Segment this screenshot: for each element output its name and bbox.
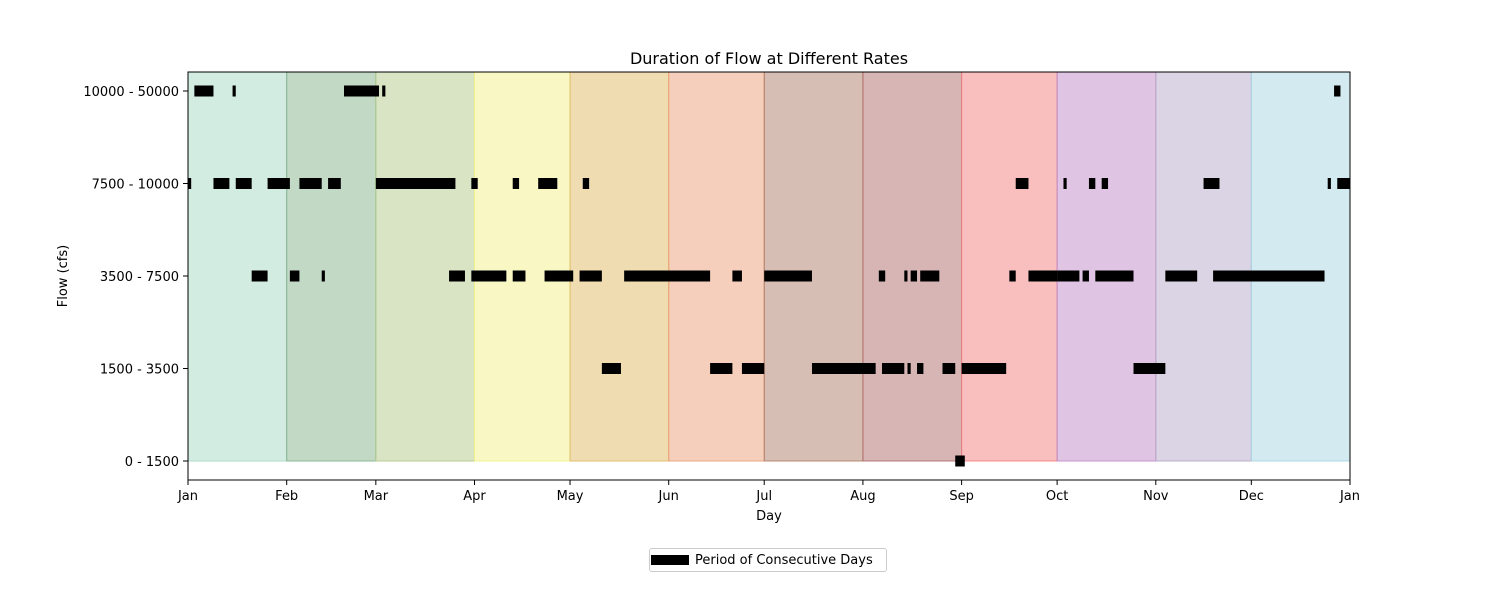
- month-band-11: [1155, 71, 1252, 462]
- month-band-8: [862, 71, 963, 462]
- period-bar: [961, 363, 1007, 374]
- period-bar: [512, 178, 520, 189]
- x-tick-label: Jun: [658, 489, 679, 504]
- period-bar: [1082, 270, 1089, 282]
- period-bar: [1057, 270, 1080, 282]
- period-bar: [904, 270, 908, 282]
- legend-swatch: [651, 555, 689, 565]
- period-bar: [624, 270, 711, 282]
- period-bar: [1334, 85, 1341, 97]
- period-bar: [321, 270, 325, 282]
- x-tick-label: Aug: [850, 489, 875, 504]
- x-tick-label: Feb: [275, 489, 298, 504]
- month-band-9: [961, 71, 1058, 462]
- period-bar: [732, 270, 742, 282]
- period-bar: [343, 85, 380, 97]
- period-bar: [907, 363, 911, 374]
- month-band-7: [763, 71, 864, 462]
- period-bar: [188, 178, 192, 189]
- x-tick-label: Jan: [1339, 489, 1360, 504]
- period-bar: [917, 363, 924, 374]
- period-bar: [299, 178, 322, 189]
- period-bar: [910, 270, 918, 282]
- month-band-12: [1250, 71, 1351, 462]
- period-bar: [1063, 178, 1067, 189]
- month-band-2: [286, 71, 377, 462]
- period-bar: [213, 178, 230, 189]
- x-tick-label: Jan: [177, 489, 198, 504]
- month-band-6: [668, 71, 765, 462]
- period-bar: [764, 270, 812, 282]
- month-band-10: [1056, 71, 1157, 462]
- period-bar: [267, 178, 290, 189]
- period-bar: [235, 178, 252, 189]
- period-bar: [289, 270, 300, 282]
- x-tick-label: Dec: [1239, 489, 1264, 504]
- y-tick-label: 10000 - 50000: [83, 85, 179, 100]
- period-bar: [1095, 270, 1134, 282]
- x-tick-label: Oct: [1046, 489, 1068, 504]
- period-bar: [1203, 178, 1220, 189]
- month-bands: [187, 71, 1351, 462]
- period-bar: [579, 270, 602, 282]
- period-bar: [710, 363, 733, 374]
- period-bar: [232, 85, 236, 97]
- legend-label: Period of Consecutive Days: [695, 552, 873, 568]
- period-bar: [449, 270, 465, 282]
- period-bar: [582, 178, 590, 189]
- x-tick-label: Sep: [949, 489, 974, 504]
- month-band-4: [474, 71, 571, 462]
- period-bar: [1213, 270, 1325, 282]
- y-tick-label: 3500 - 7500: [100, 270, 179, 285]
- period-bar: [601, 363, 621, 374]
- period-bar: [538, 178, 558, 189]
- period-bar: [251, 270, 268, 282]
- period-bar: [741, 363, 765, 374]
- x-tick-label: Mar: [364, 489, 389, 504]
- period-bar: [1165, 270, 1198, 282]
- x-tick-label: Apr: [463, 489, 486, 504]
- period-bar: [882, 363, 905, 374]
- period-bar: [878, 270, 886, 282]
- period-bar: [194, 85, 214, 97]
- period-bar: [1028, 270, 1058, 282]
- x-axis: Jan Feb Mar Apr May Jun Jul Aug Sep Oct Nov Dec Jan: [177, 480, 1360, 504]
- y-axis: 0 - 1500 1500 - 3500 3500 - 7500 7500 - 100…: [83, 85, 188, 470]
- period-bar: [375, 178, 456, 189]
- period-bar: [1088, 178, 1096, 189]
- period-bar: [471, 178, 478, 189]
- legend: Period of Consecutive Days: [649, 548, 887, 572]
- period-bar: [471, 270, 507, 282]
- period-bar: [382, 85, 386, 97]
- period-bar: [328, 178, 341, 189]
- y-tick-label: 1500 - 3500: [100, 363, 179, 378]
- period-bar: [1327, 178, 1331, 189]
- period-bar: [1337, 178, 1350, 189]
- period-bar: [1015, 178, 1029, 189]
- period-bar: [1133, 363, 1166, 374]
- y-tick-label: 7500 - 10000: [92, 178, 179, 193]
- x-tick-label: Nov: [1143, 489, 1169, 504]
- period-bar: [1009, 270, 1016, 282]
- period-bars: [188, 85, 1350, 467]
- x-tick-label: Jul: [755, 489, 772, 504]
- period-bar: [512, 270, 526, 282]
- period-bar: [1101, 178, 1109, 189]
- period-bar: [544, 270, 574, 282]
- period-bar: [955, 455, 965, 467]
- period-bar: [942, 363, 956, 374]
- period-bar: [920, 270, 940, 282]
- period-bar: [811, 363, 876, 374]
- x-tick-label: May: [557, 489, 584, 504]
- month-band-5: [569, 71, 670, 462]
- month-band-1: [187, 71, 288, 462]
- month-band-3: [375, 71, 476, 462]
- y-axis-title: Flow (cfs): [56, 245, 71, 307]
- x-axis-title: Day: [756, 509, 782, 524]
- y-tick-label: 0 - 1500: [125, 455, 179, 470]
- chart-title: Duration of Flow at Different Rates: [630, 49, 908, 68]
